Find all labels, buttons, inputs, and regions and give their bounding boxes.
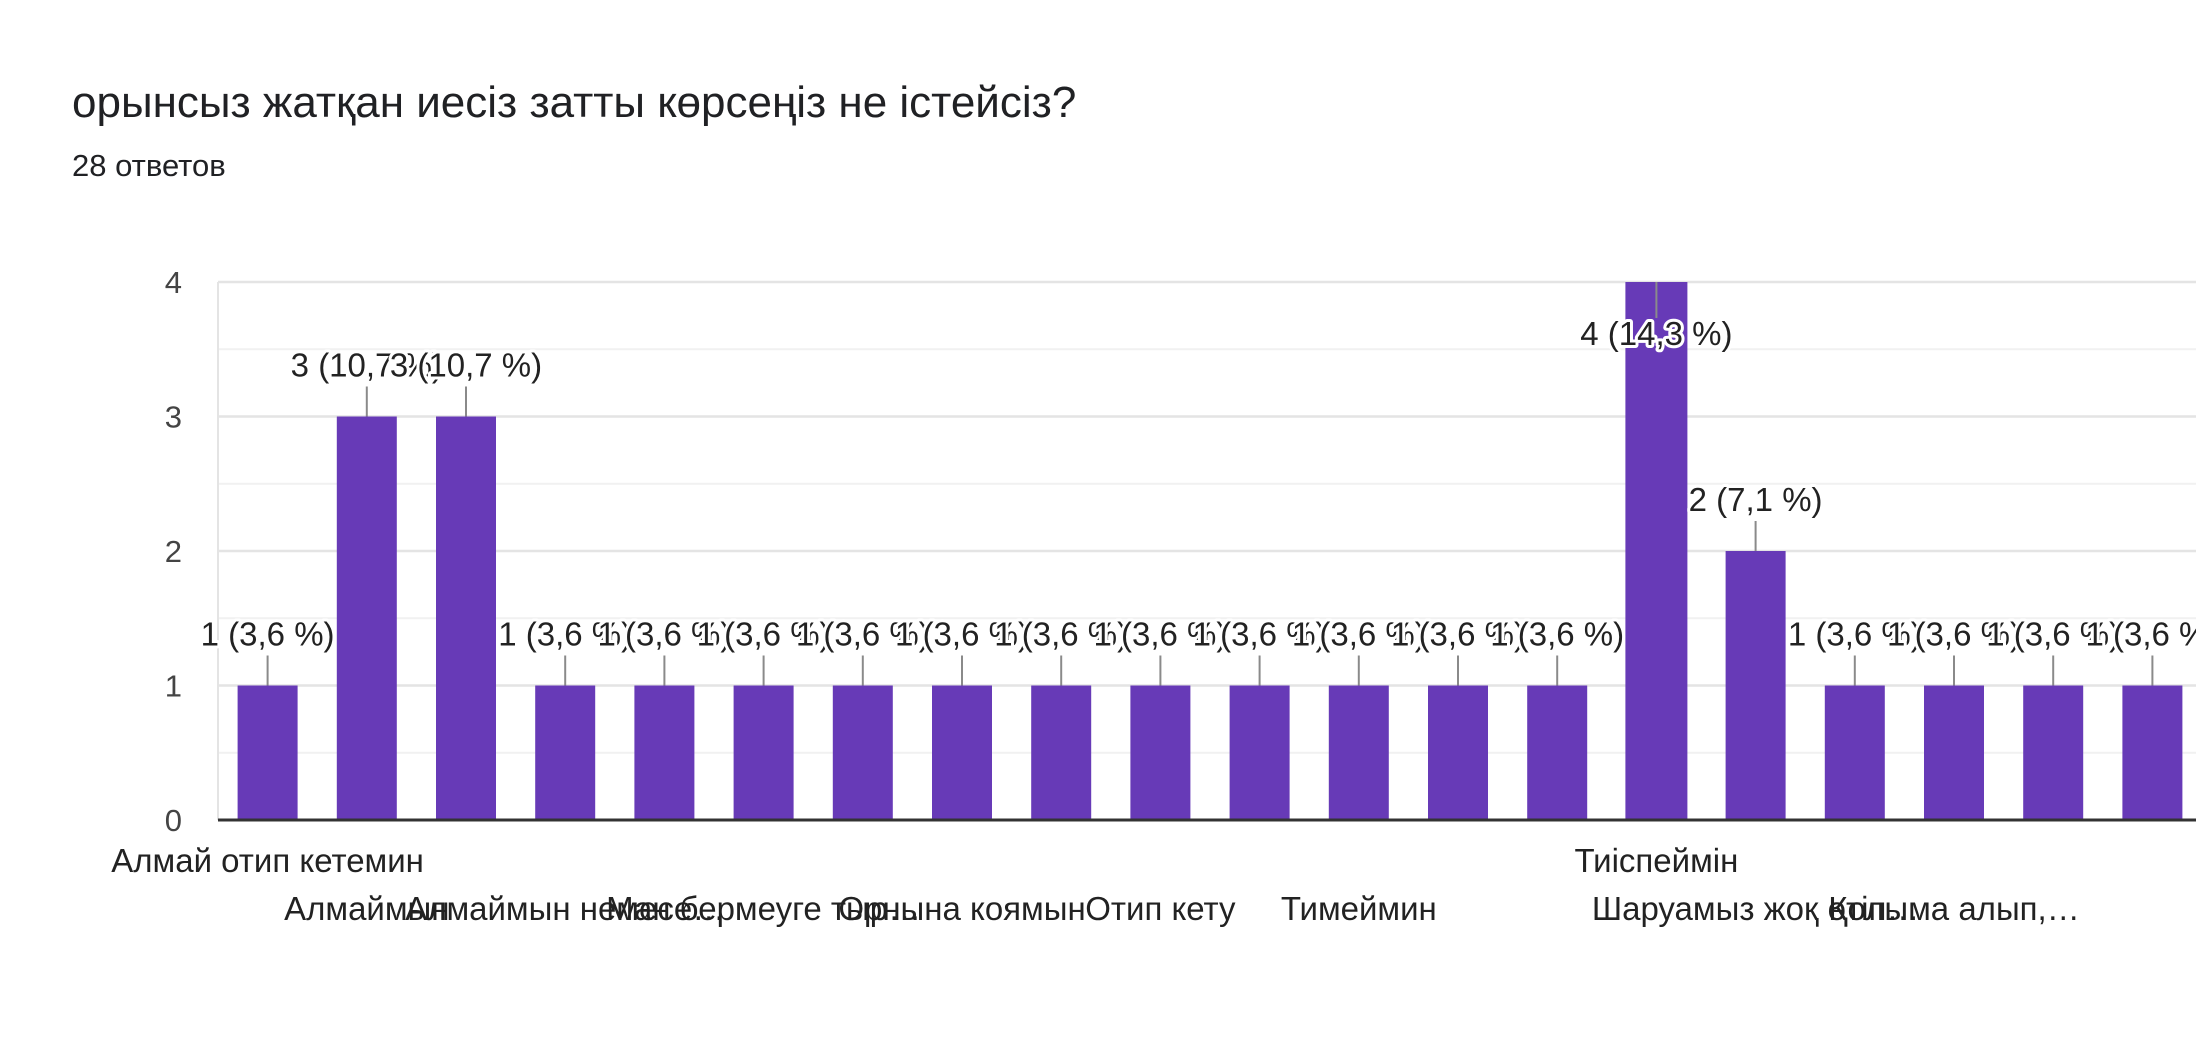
bar [1428, 685, 1488, 820]
bar [1527, 685, 1588, 820]
category-label: Ман бермеуге тыр… [606, 890, 921, 927]
data-label: 1 (3,6 %) [1788, 616, 1922, 653]
category-label: Тимеймин [1281, 890, 1437, 927]
bars [237, 282, 2183, 820]
y-tick-label: 0 [165, 803, 182, 838]
bar [336, 416, 397, 820]
bar [1625, 282, 1688, 820]
bar [733, 685, 794, 820]
bar [634, 685, 695, 820]
y-tick-label: 1 [165, 669, 182, 704]
data-label: 1 (3,6 %) [1093, 616, 1227, 653]
category-label: Алмаймын немесе… [405, 890, 725, 927]
data-label: 1 (3,6 %) [1292, 616, 1426, 653]
bar [1328, 685, 1389, 820]
data-label: 1 (3,6 %) [895, 616, 1029, 653]
bar [1725, 551, 1786, 820]
data-label: 2 (7,1 %) [1689, 481, 1823, 518]
data-labels: 1 (3,6 %)3 (10,7 %)3 (10,7 %)1 (3,6 %)1 … [198, 282, 2196, 686]
y-tick-label: 3 [165, 400, 182, 435]
data-label: 1 (3,6 %) [1391, 616, 1525, 653]
category-label: Тиіспеймін [1574, 842, 1738, 879]
bar [2023, 685, 2084, 820]
bar [2122, 685, 2183, 820]
response-count: 28 ответов [72, 148, 226, 183]
data-label: 4 (14,3 %) [1580, 315, 1732, 352]
bar [832, 685, 893, 820]
chart-title: орынсыз жатқан иесіз затты көрсеңіз не і… [72, 78, 1077, 127]
bar [237, 685, 298, 820]
category-label: Отип кету [1085, 890, 1236, 927]
data-label: 1 (3,6 %) [597, 616, 731, 653]
data-label: 3 (10,7 %) [291, 347, 443, 384]
bar [1031, 685, 1092, 820]
data-label: 1 (3,6 %) [2085, 616, 2196, 653]
bar [436, 416, 496, 820]
data-label: 1 (3,6 %) [796, 616, 930, 653]
data-label: 1 (3,6 %) [697, 616, 831, 653]
y-tick-label: 2 [165, 534, 182, 569]
category-label: Орнына коямын [838, 890, 1085, 927]
bar [1130, 685, 1191, 820]
bar [932, 685, 992, 820]
category-label: Шаруамыз жоқ өтіп… [1592, 890, 1919, 927]
data-label: 1 (3,6 %) [201, 616, 335, 653]
bar [1924, 685, 1984, 820]
category-label: Алмай отип кетемин [111, 842, 424, 879]
data-label: 1 (3,6 %) [1490, 616, 1624, 653]
bar [1229, 685, 1290, 820]
gridlines [217, 280, 2196, 820]
data-label: 1 (3,6 %) [994, 616, 1128, 653]
category-label: Алмаймын [284, 890, 449, 927]
data-label: 1 (3,6 %) [498, 616, 632, 653]
data-label: 1 (3,6 %) [1986, 616, 2120, 653]
data-label: 1 (3,6 %) [1193, 616, 1327, 653]
category-label: Қолыма алып,… [1828, 890, 2079, 927]
y-tick-labels: 0 1 2 3 4 [165, 265, 182, 838]
data-label: 3 (10,7 %) [390, 347, 542, 384]
bar [535, 685, 596, 820]
data-label: 1 (3,6 %) [1887, 616, 2021, 653]
y-tick-label: 4 [165, 265, 182, 300]
bar [1824, 685, 1885, 820]
